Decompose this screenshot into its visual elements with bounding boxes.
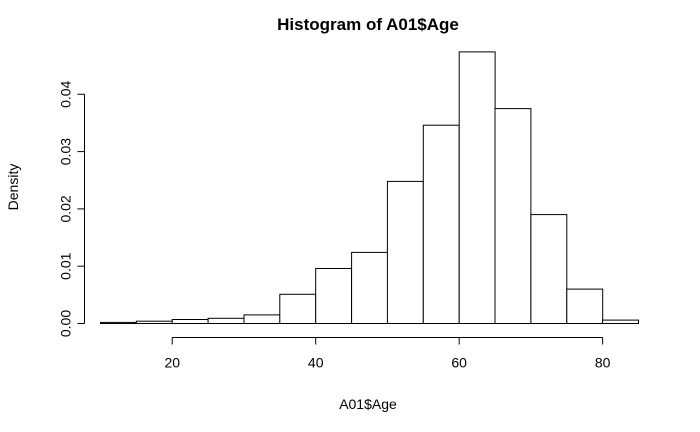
x-tick-label: 80 [595, 355, 611, 371]
histogram-bar [315, 268, 353, 324]
y-axis-label: Density [5, 164, 21, 211]
histogram-bar [602, 319, 639, 325]
histogram-bar [100, 321, 137, 324]
histogram-bar [135, 320, 173, 325]
x-tick-label: 40 [308, 355, 324, 371]
histogram-bar [566, 288, 604, 325]
y-tick-label: 0.00 [58, 310, 74, 337]
x-tick-label: 60 [451, 355, 467, 371]
histogram-bar [422, 124, 460, 324]
histogram-bar [279, 293, 317, 324]
y-tick-label: 0.01 [58, 252, 74, 279]
y-tick-label: 0.02 [58, 195, 74, 222]
histogram-bar [386, 180, 424, 324]
y-tick-label: 0.03 [58, 138, 74, 165]
histogram-bar [530, 214, 568, 325]
histogram-bar [351, 251, 389, 324]
histogram-bar [458, 51, 496, 325]
histogram-bar [171, 319, 209, 324]
x-axis-label: A01$Age [339, 396, 397, 412]
y-tick-label: 0.04 [58, 80, 74, 107]
y-axis: 0.00 0.01 0.02 0.03 0.04 [58, 80, 85, 337]
histogram-bar [494, 108, 532, 324]
bars-group [100, 51, 639, 325]
histogram-bar [243, 314, 281, 324]
x-tick-label: 20 [164, 355, 180, 371]
histogram-bar [207, 317, 245, 324]
x-axis: 20 40 60 80 [164, 337, 611, 371]
chart-title: Histogram of A01$Age [277, 15, 459, 34]
